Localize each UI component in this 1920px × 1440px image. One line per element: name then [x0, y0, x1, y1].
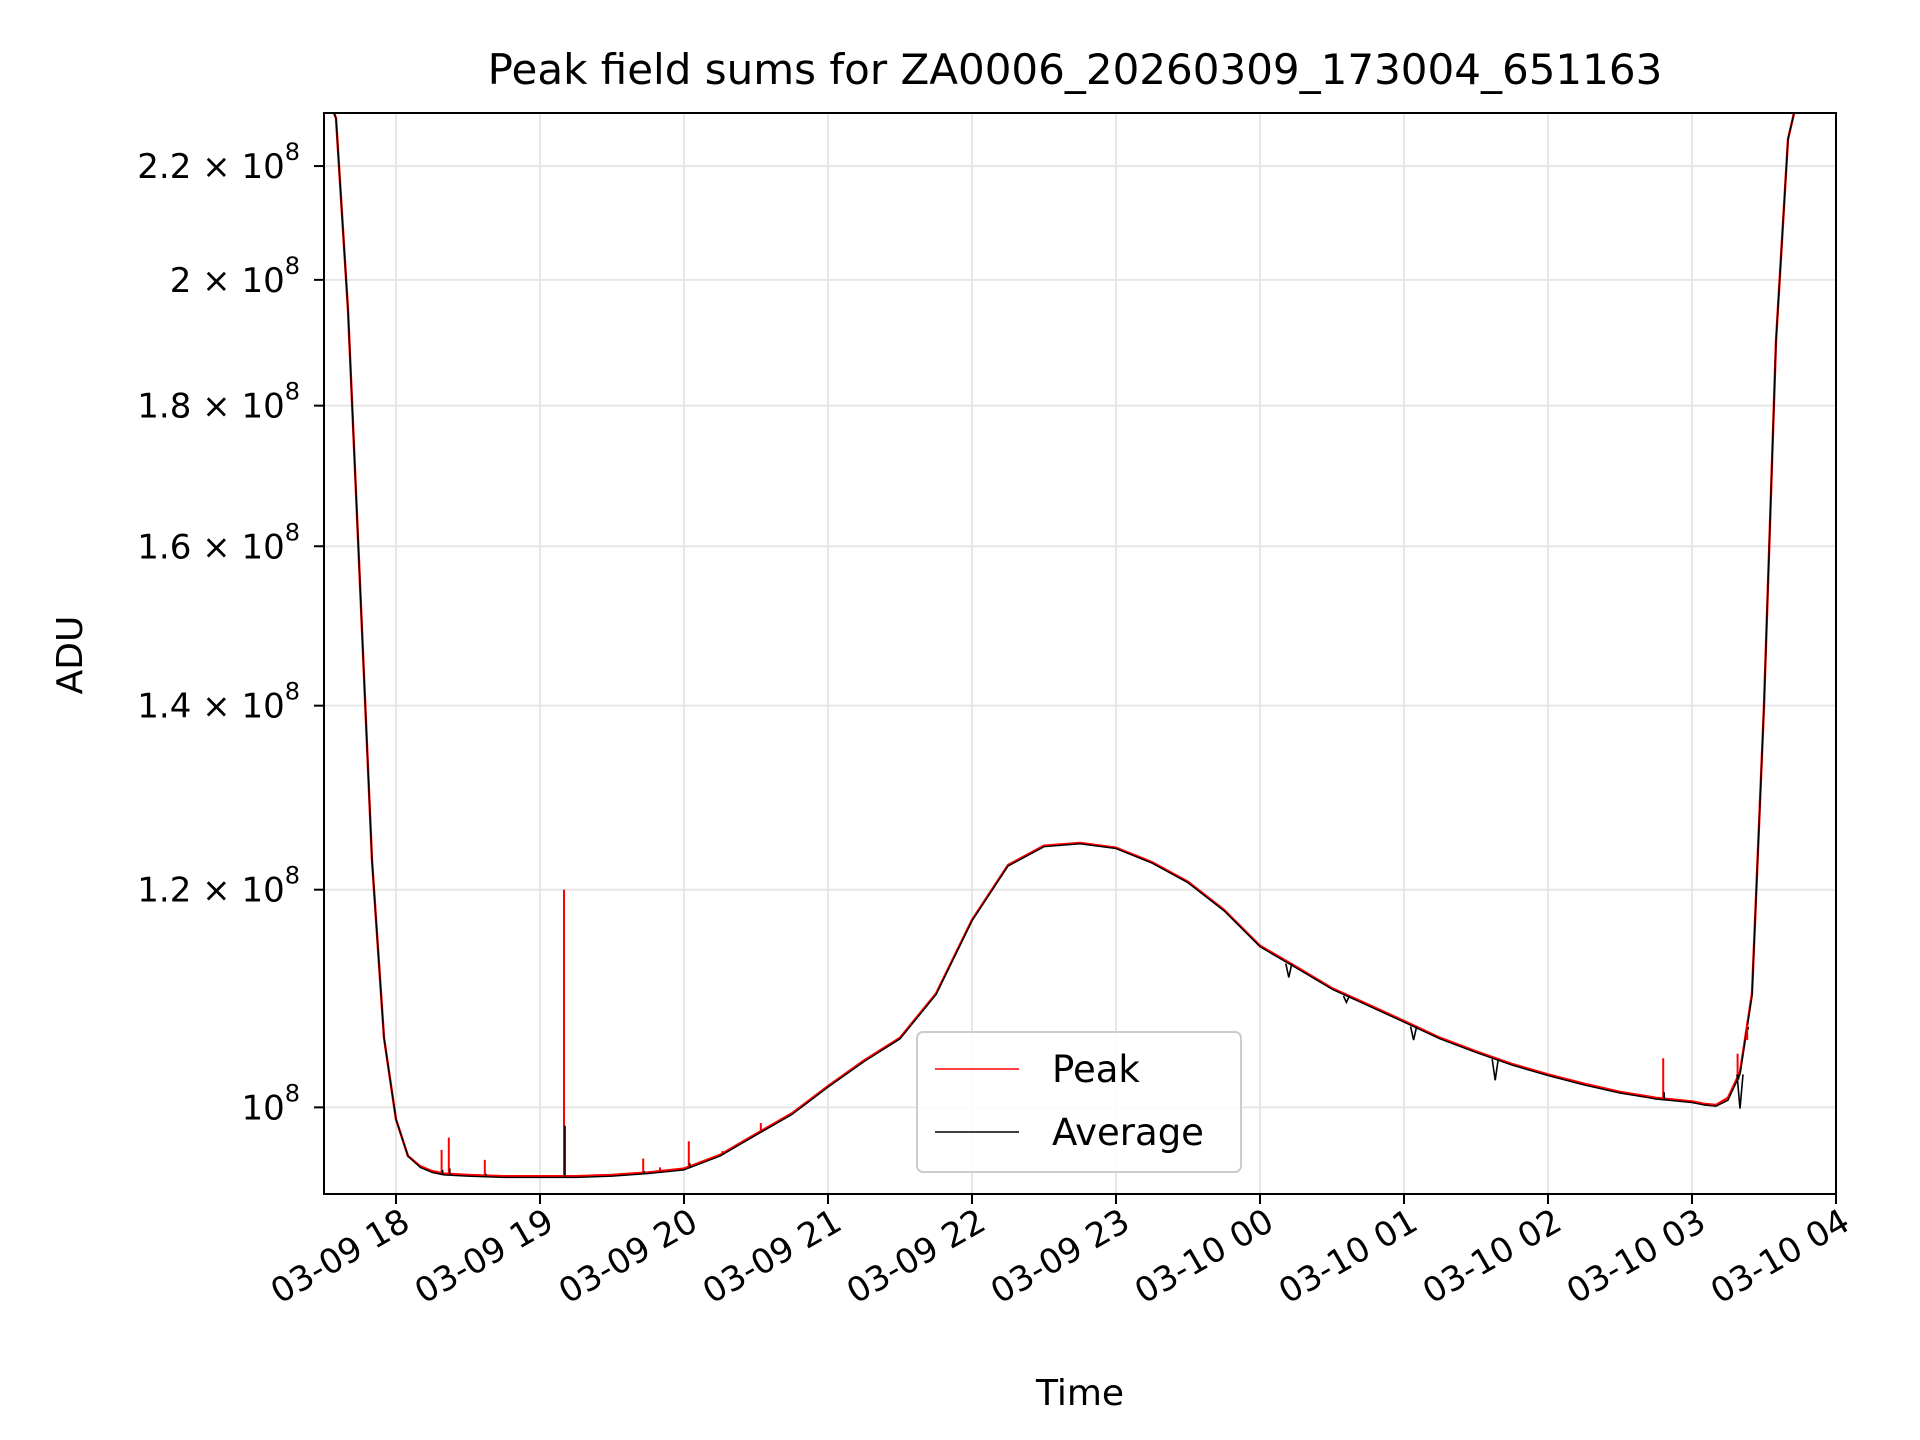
series-layer — [332, 113, 1796, 1179]
y-tick-mantissa: 1.8 × 10 — [137, 387, 284, 427]
y-tick-label: 108 — [241, 1079, 300, 1128]
y-tick-exponent: 8 — [285, 252, 300, 280]
y-tick-exponent: 8 — [285, 678, 300, 706]
legend: Peak Average — [916, 1031, 1242, 1173]
legend-box — [916, 1031, 1242, 1173]
y-tick-label: 1.4 × 108 — [137, 678, 300, 727]
series-line-peak — [332, 113, 1796, 1178]
y-tick-mantissa: 10 — [241, 1088, 284, 1128]
y-tick-label: 1.2 × 108 — [137, 862, 300, 911]
y-tick-exponent: 8 — [285, 378, 300, 406]
y-tick-label: 1.8 × 108 — [137, 378, 300, 427]
y-tick-exponent: 8 — [285, 862, 300, 890]
y-axis-label: ADU — [50, 616, 91, 695]
chart-title: Peak field sums for ZA0006_20260309_1730… — [488, 45, 1663, 94]
y-tick-mantissa: 1.4 × 10 — [137, 687, 284, 727]
y-tick-exponent: 8 — [285, 518, 300, 546]
y-tick-exponent: 8 — [285, 138, 300, 166]
y-tick-mantissa: 2 × 10 — [170, 261, 285, 301]
y-tick-mantissa: 1.6 × 10 — [137, 527, 284, 567]
series-dip — [1285, 963, 1293, 978]
y-tick-label: 2.2 × 108 — [137, 138, 300, 187]
y-tick-exponent: 8 — [285, 1079, 300, 1107]
legend-label-peak: Peak — [1052, 1048, 1140, 1091]
series-dip — [1491, 1059, 1499, 1081]
y-tick-label: 1.6 × 108 — [137, 518, 300, 567]
plot-frame — [323, 112, 1837, 1195]
series-dip — [1342, 995, 1351, 1005]
series-dip — [1409, 1026, 1418, 1041]
y-tick-mantissa: 1.2 × 10 — [137, 871, 284, 911]
series-line-average — [333, 113, 1795, 1179]
y-tick-mantissa: 2.2 × 10 — [137, 147, 284, 187]
legend-label-average: Average — [1052, 1111, 1204, 1154]
series-dip — [1736, 1074, 1744, 1109]
x-axis-label: Time — [1035, 1373, 1124, 1414]
y-tick-label: 2 × 108 — [170, 252, 300, 301]
